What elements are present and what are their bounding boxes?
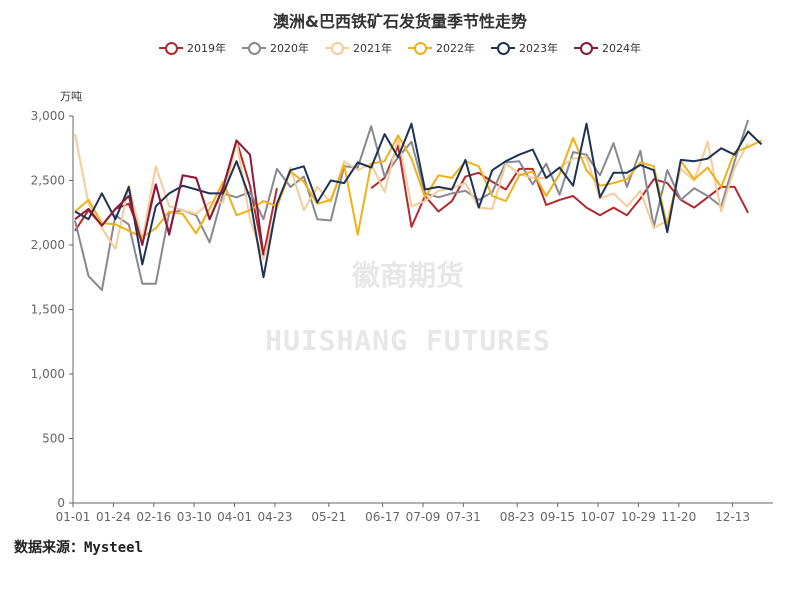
legend-swatch [325,42,349,55]
chart-title: 澳洲&巴西铁矿石发货量季节性走势 [273,12,527,31]
x-tick-label: 04-01 [217,510,252,524]
x-tick-label: 01-24 [96,510,131,524]
legend-label: 2023年 [519,42,558,55]
legend: 2019年 2020年 2021年 2022年 2023年 2024年 [0,40,800,56]
series-line-2021年 [74,133,749,261]
y-tick-label: 2,500 [31,174,65,188]
legend-item[interactable]: 2022年 [408,40,475,56]
legend-item[interactable]: 2019年 [159,40,226,56]
x-tick-label: 02-16 [136,510,171,524]
y-tick-label: 0 [57,496,65,510]
y-tick-label: 500 [42,432,65,446]
legend-swatch [574,42,598,55]
watermark-en: HUISHANG FUTURES [265,324,551,357]
x-tick-label: 11-20 [661,510,696,524]
series-line-2023年 [74,122,763,279]
legend-swatch [491,42,515,55]
x-tick-label: 01-01 [56,510,91,524]
x-tick-label: 10-29 [621,510,656,524]
x-tick-label: 07-31 [446,510,481,524]
legend-item[interactable]: 2021年 [325,40,392,56]
y-tick-label: 1,500 [31,303,65,317]
series-line-2022年 [74,134,762,239]
x-tick-label: 03-10 [177,510,212,524]
x-tick-label: 12-13 [715,510,750,524]
series-line-2024年 [74,139,265,256]
legend-item[interactable]: 2024年 [574,40,641,56]
x-tick-label: 09-15 [540,510,575,524]
legend-label: 2024年 [602,42,641,55]
legend-label: 2020年 [270,42,309,55]
legend-item[interactable]: 2023年 [491,40,558,56]
y-axis-unit-label: 万吨 [60,90,82,103]
y-tick-label: 1,000 [31,367,65,381]
watermark-cn: 徽商期货 [351,259,464,292]
y-tick-label: 2,000 [31,238,65,252]
x-tick-label: 10-07 [581,510,616,524]
legend-label: 2019年 [187,42,226,55]
source-note: 数据来源：Mysteel [14,540,144,556]
y-tick-label: 3,000 [31,109,65,123]
legend-swatch [242,42,266,55]
legend-swatch [159,42,183,55]
series-layer [74,119,763,292]
axes: 0 500 1,000 1,500 2,000 2,500 3,000 01-01 01-24 0… [31,109,773,524]
legend-swatch [408,42,432,55]
x-tick-label: 08-23 [500,510,535,524]
legend-label: 2022年 [436,42,475,55]
x-tick-label: 07-09 [406,510,441,524]
legend-label: 2021年 [353,42,392,55]
series-line-2019年 [370,144,749,228]
legend-item[interactable]: 2020年 [242,40,309,56]
x-tick-label: 04-23 [257,510,292,524]
x-tick-label: 06-17 [365,510,400,524]
x-tick-label: 05-21 [311,510,346,524]
